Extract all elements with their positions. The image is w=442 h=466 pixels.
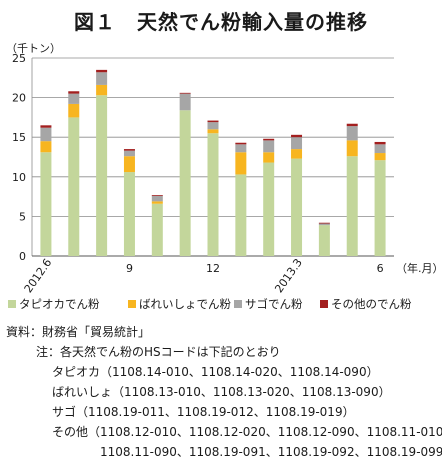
bar-segment-tapioca (374, 160, 386, 256)
y-tick-label: 10 (12, 171, 26, 184)
x-axis-unit-label: （年.月） (396, 262, 442, 275)
legend-label-other: その他のでん粉 (331, 297, 412, 311)
bar-segment-bareisho (123, 156, 135, 173)
bar-segment-tapioca (346, 156, 358, 256)
bar-segment-tapioca (123, 172, 135, 256)
bar-segment-bareisho (374, 153, 386, 161)
legend-item-sago: サゴでん粉 (234, 296, 303, 312)
x-tick-label: 2013.3 (272, 256, 305, 295)
bar-segment-bareisho (96, 84, 108, 96)
hs-code-sago: サゴ（1108.19-011、1108.19-012、1108.19-019） (52, 405, 355, 419)
legend-swatch-other (320, 300, 328, 308)
bar-segment-other (291, 134, 303, 138)
legend-item-bareisho: ばれいしょでん粉 (128, 296, 231, 312)
bar-segment-other (235, 142, 247, 145)
bar-segment-sago (68, 93, 80, 104)
bar-segment-other (123, 149, 135, 151)
legend-label-bareisho: ばれいしょでん粉 (139, 297, 231, 311)
bar-segment-sago (40, 127, 52, 142)
y-tick-label: 25 (12, 52, 26, 65)
legend-item-tapioca: タピオカでん粉 (8, 296, 100, 312)
chart-title: 図１ 天然でん粉輸入量の推移 (74, 10, 368, 34)
bar-segment-tapioca (291, 158, 303, 256)
bar-segment-other (374, 141, 386, 145)
notes-block: 資料：財務省「貿易統計」 注：各天然でん粉のHSコードは下記のとおり タピオカ（… (6, 322, 442, 462)
bar-segment-sago (291, 137, 303, 150)
x-tick-label: 2012.6 (22, 256, 55, 295)
legend-swatch-sago (234, 300, 242, 308)
bar-segment-other (96, 69, 108, 73)
hs-code-note: 注：各天然でん粉のHSコードは下記のとおり (36, 345, 281, 359)
bar-segment-sago (96, 72, 108, 85)
bar-segment-tapioca (68, 117, 80, 257)
bar-segment-other (207, 120, 219, 123)
hs-code-bareisho: ばれいしょ（1108.13-010、1108.13-020、1108.13-09… (52, 385, 391, 399)
bar-segment-bareisho (40, 141, 52, 153)
bar-segment-bareisho (151, 201, 163, 204)
bar-segment-sago (263, 140, 275, 153)
bar-segment-other (40, 125, 52, 128)
y-tick-label: 0 (19, 250, 26, 263)
bar-segment-sago (179, 93, 191, 111)
y-axis-unit-label: （千トン） (6, 42, 61, 55)
legend-item-other: その他のでん粉 (320, 296, 412, 312)
hs-code-tapioca: タピオカ（1108.14-010、1108.14-020、1108.14-090… (52, 365, 379, 379)
bar-segment-sago (346, 126, 358, 141)
bar-segment-tapioca (96, 95, 108, 256)
legend-swatch-tapioca (8, 300, 16, 308)
bar-segment-bareisho (235, 152, 247, 175)
bar-segment-bareisho (207, 129, 219, 134)
bar-segment-bareisho (68, 103, 80, 118)
bar-segment-sago (207, 122, 219, 130)
bar-segment-bareisho (263, 152, 275, 163)
source-note: 資料：財務省「貿易統計」 (6, 325, 151, 339)
bar-segment-other (179, 92, 191, 94)
bar-segment-tapioca (151, 203, 163, 256)
bar-segment-sago (235, 144, 247, 153)
x-tick-label: 9 (126, 262, 133, 275)
bar-segment-sago (318, 223, 330, 226)
x-tick-label: 6 (377, 262, 384, 275)
bar-segment-other (346, 123, 358, 127)
bar-segment-bareisho (291, 149, 303, 159)
bar-segment-sago (151, 195, 163, 202)
y-tick-label: 20 (12, 92, 26, 105)
bar-segment-sago (123, 150, 135, 157)
legend-label-tapioca: タピオカでん粉 (19, 297, 100, 311)
bar-segment-tapioca (263, 162, 275, 256)
bar-segment-other (68, 91, 80, 94)
hs-code-other-continued: 1108.11-090、1108.19-091、1108.19-092、1108… (100, 445, 442, 459)
bar-segment-tapioca (318, 225, 330, 256)
bar-segment-other (151, 195, 163, 196)
bar-segment-tapioca (40, 152, 52, 256)
y-tick-label: 15 (12, 131, 26, 144)
legend-swatch-bareisho (128, 300, 136, 308)
legend-label-sago: サゴでん粉 (245, 297, 303, 311)
bar-segment-tapioca (207, 133, 219, 256)
bar-segment-bareisho (346, 140, 358, 157)
stacked-bar-chart: 0 5 10 15 20 25 2012.6 9 12 2013.3 6 (12, 52, 394, 295)
bar-segment-tapioca (235, 174, 247, 256)
bar-segment-other (318, 222, 330, 224)
y-tick-label: 5 (19, 210, 26, 223)
bar-segment-other (263, 138, 275, 141)
bar-segment-sago (374, 144, 386, 154)
hs-code-other: その他（1108.12-010、1108.12-020、1108.12-090、… (52, 425, 442, 439)
x-tick-label: 12 (206, 262, 220, 275)
bar-segment-tapioca (179, 110, 191, 256)
